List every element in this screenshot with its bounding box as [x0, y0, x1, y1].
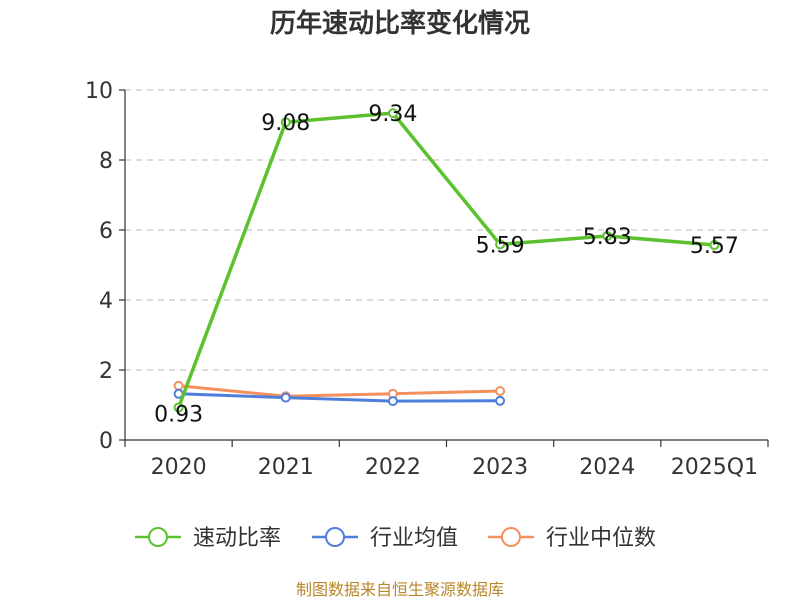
- data-point[interactable]: [495, 386, 506, 396]
- data-point[interactable]: [495, 239, 506, 250]
- series-line-1: [178, 392, 501, 403]
- y-tick-label: 6: [99, 219, 113, 244]
- data-point[interactable]: [387, 396, 398, 407]
- data-point[interactable]: [602, 230, 613, 241]
- legend-item[interactable]: 速动比率: [135, 526, 281, 551]
- y-tick-label: 8: [99, 149, 113, 174]
- legend-item[interactable]: 行业均值: [312, 526, 458, 551]
- data-point[interactable]: [173, 380, 184, 391]
- x-tick-label: 2020: [151, 455, 207, 480]
- data-point[interactable]: [173, 402, 184, 413]
- data-label: 9.34: [368, 102, 417, 127]
- legend-label: 速动比率: [193, 526, 281, 551]
- y-tick-label: 4: [99, 289, 113, 314]
- x-tick-label: 2024: [579, 455, 635, 480]
- y-tick-label: 2: [99, 359, 113, 384]
- data-label: 5.57: [690, 234, 739, 259]
- x-tick-label: 2022: [365, 455, 421, 480]
- data-point[interactable]: [495, 395, 506, 406]
- chart-title: 历年速动比率变化情况: [270, 8, 530, 39]
- legend-marker: [325, 527, 345, 547]
- data-label: 5.83: [583, 225, 632, 250]
- data-point[interactable]: [387, 108, 398, 119]
- source-note: 制图数据来自恒生聚源数据库: [296, 580, 504, 599]
- grid-lines: [125, 89, 768, 371]
- x-tick-label: 2025Q1: [671, 455, 758, 480]
- data-point[interactable]: [709, 240, 720, 251]
- data-point[interactable]: [280, 117, 291, 128]
- y-tick-label: 10: [85, 79, 113, 104]
- x-tick-label: 2023: [472, 455, 528, 480]
- data-label: 5.59: [476, 233, 525, 258]
- legend[interactable]: 速动比率 行业均值 行业中位数: [135, 526, 656, 551]
- series-line-0: [176, 111, 715, 409]
- series-layer: [173, 108, 720, 413]
- legend-marker: [148, 527, 168, 547]
- x-tick-label: 2021: [258, 455, 314, 480]
- axes: 0 2 4 6 8 10 2020 2021 2022 2023 2024 2025Q1: [85, 79, 769, 480]
- legend-marker: [501, 527, 521, 547]
- legend-label: 行业中位数: [546, 526, 656, 551]
- legend-label: 行业均值: [370, 526, 458, 551]
- series-line-2: [178, 384, 501, 398]
- legend-item[interactable]: 行业中位数: [488, 526, 656, 551]
- data-label: 9.08: [261, 111, 310, 136]
- data-point[interactable]: [280, 392, 291, 403]
- y-tick-label: 0: [99, 429, 113, 454]
- data-labels: 0.93 9.08 9.34 5.59 5.83 5.57: [154, 102, 739, 427]
- data-label: 0.93: [154, 402, 203, 427]
